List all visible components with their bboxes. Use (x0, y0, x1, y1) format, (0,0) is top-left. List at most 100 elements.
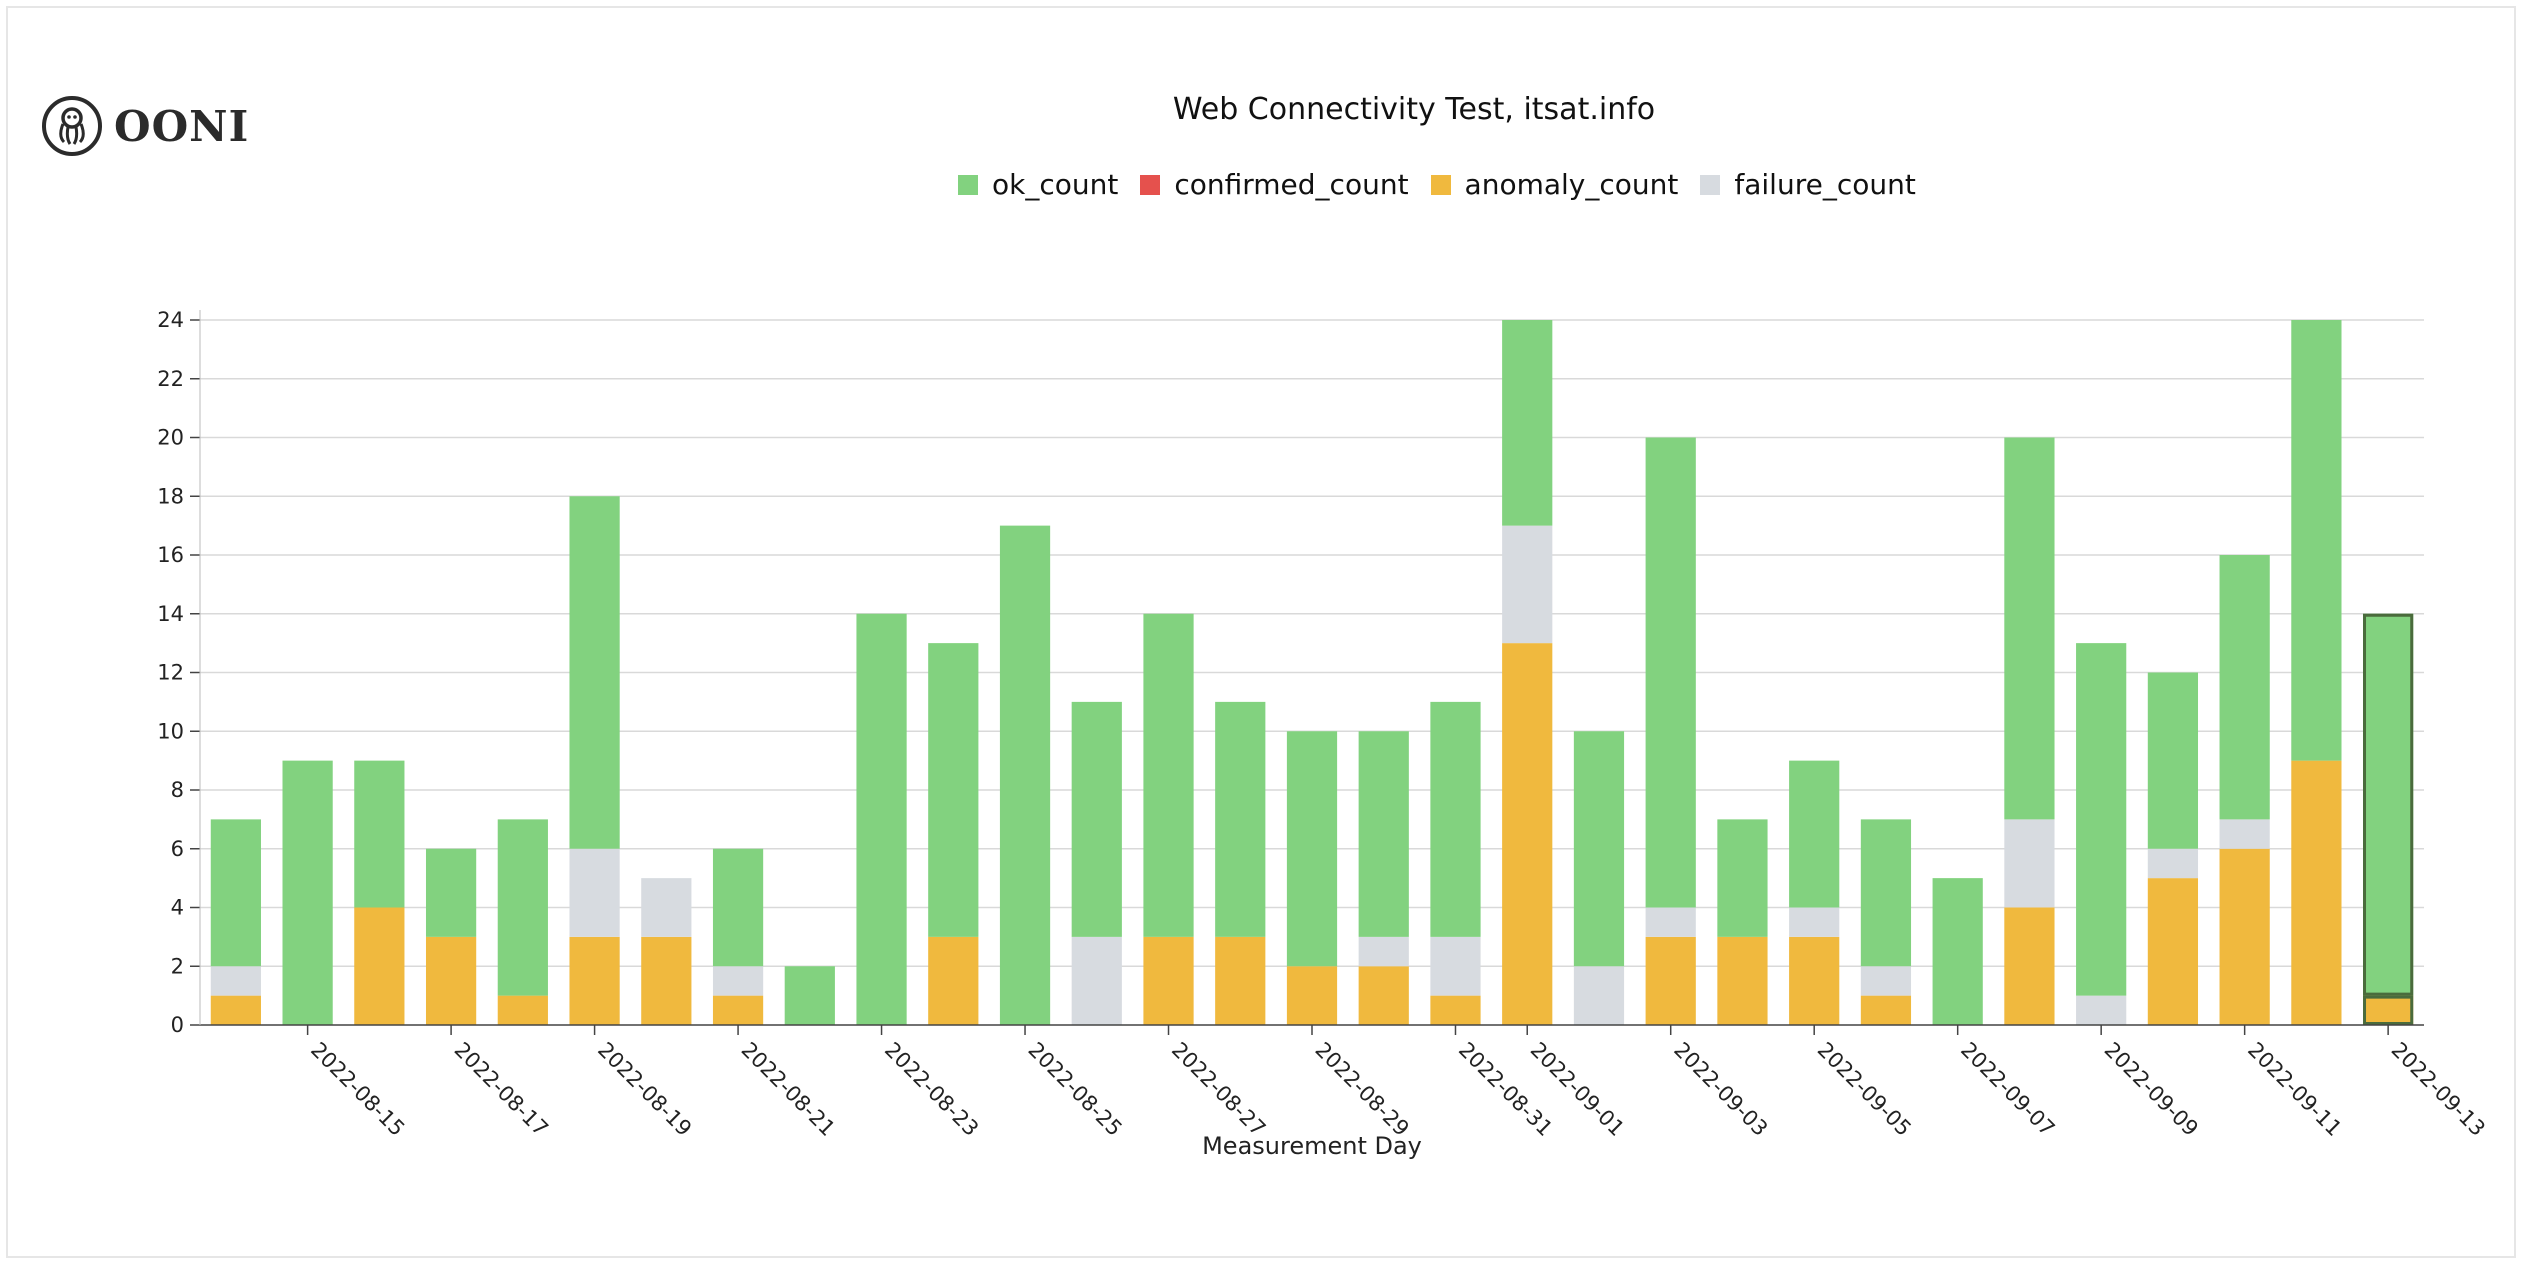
bar-ok_count[interactable] (2363, 613, 2414, 996)
y-tick-label: 12 (157, 661, 184, 685)
bar-ok_count[interactable] (999, 525, 1051, 1025)
bar-anomaly_count[interactable] (1358, 966, 1409, 1025)
bar-anomaly_count[interactable] (1717, 936, 1768, 1025)
bar-anomaly_count[interactable] (712, 995, 764, 1025)
bar-anomaly_count[interactable] (354, 907, 405, 1026)
bar-anomaly_count[interactable] (1430, 995, 1481, 1025)
bar-failure_count[interactable] (1502, 525, 1553, 644)
y-tick-label: 14 (157, 602, 184, 626)
bar-ok_count[interactable] (2076, 643, 2127, 996)
bar-failure_count[interactable] (1645, 907, 1696, 937)
bar-ok_count[interactable] (1430, 701, 1481, 937)
bar-failure_count[interactable] (641, 878, 692, 937)
bar-anomaly_count[interactable] (1143, 936, 1194, 1025)
bar-ok_count[interactable] (2147, 672, 2199, 849)
bar-anomaly_count[interactable] (641, 936, 692, 1025)
bar-anomaly_count[interactable] (1502, 643, 1553, 1025)
bar-anomaly_count[interactable] (1645, 936, 1696, 1025)
legend-item-anomaly_count[interactable]: anomaly_count (1430, 168, 1678, 201)
bar-ok_count[interactable] (1286, 731, 1338, 967)
bar-anomaly_count[interactable] (1286, 966, 1338, 1025)
bar-anomaly_count[interactable] (425, 936, 477, 1025)
bar-ok_count[interactable] (497, 819, 548, 996)
bar-ok_count[interactable] (2219, 555, 2270, 820)
bar-failure_count[interactable] (1358, 936, 1409, 967)
bar-anomaly_count[interactable] (497, 995, 548, 1025)
y-tick-label: 10 (157, 719, 184, 743)
legend-swatch (958, 174, 978, 195)
bar-ok_count[interactable] (1071, 701, 1122, 937)
bars (210, 320, 2414, 1026)
bar-ok_count[interactable] (1789, 760, 1840, 908)
bar-failure_count[interactable] (2004, 819, 2055, 908)
x-tick-label: 2022-08-25 (1023, 1038, 1126, 1141)
bar-ok_count[interactable] (1573, 731, 1625, 967)
x-tick-label: 2022-08-17 (450, 1038, 553, 1141)
bar-ok_count[interactable] (425, 848, 477, 937)
ooni-logo: OONI (40, 94, 249, 158)
bar-ok_count[interactable] (1143, 613, 1194, 937)
bar-ok_count[interactable] (1215, 701, 1266, 937)
bar-ok_count[interactable] (1932, 878, 1983, 1025)
bar-ok_count[interactable] (1358, 731, 1409, 937)
bar-anomaly_count[interactable] (1860, 995, 1912, 1025)
bar-failure_count[interactable] (2219, 819, 2270, 849)
chart-legend: ok_count confirmed_count anomaly_count fail… (958, 168, 1938, 201)
x-tick-label: 2022-09-09 (2100, 1038, 2203, 1141)
bar-ok_count[interactable] (2004, 437, 2055, 820)
bar-anomaly_count[interactable] (2147, 878, 2199, 1025)
legend-label: failure_count (1734, 168, 1916, 201)
x-tick-label: 2022-08-23 (880, 1038, 983, 1141)
bar-ok_count[interactable] (928, 643, 979, 937)
bar-ok_count[interactable] (354, 760, 405, 908)
bar-anomaly_count[interactable] (1215, 936, 1266, 1025)
bar-failure_count[interactable] (2147, 848, 2199, 879)
legend-item-failure_count[interactable]: failure_count (1700, 168, 1916, 201)
legend-item-ok_count[interactable]: ok_count (958, 168, 1118, 201)
legend-label: ok_count (992, 168, 1119, 201)
bar-anomaly_count[interactable] (569, 936, 620, 1025)
bar-failure_count[interactable] (210, 966, 261, 996)
x-tick-label: 2022-08-29 (1310, 1038, 1413, 1141)
chart-frame (6, 6, 2516, 1258)
bar-failure_count[interactable] (569, 848, 620, 937)
brand-name: OONI (114, 101, 250, 151)
y-tick-label: 4 (171, 896, 184, 920)
bar-ok_count[interactable] (210, 819, 261, 967)
bar-failure_count[interactable] (2076, 995, 2127, 1025)
bar-ok_count[interactable] (1860, 819, 1912, 967)
x-tick-label: 2022-09-03 (1669, 1038, 1772, 1141)
bar-failure_count[interactable] (1789, 907, 1840, 937)
bar-ok_count[interactable] (569, 496, 620, 849)
bar-anomaly_count[interactable] (210, 995, 261, 1025)
bar-ok_count[interactable] (1645, 437, 1696, 908)
legend-swatch (1430, 174, 1451, 195)
bar-ok_count[interactable] (1502, 320, 1553, 526)
x-tick-label: 2022-08-15 (306, 1038, 409, 1141)
legend-label: confirmed_count (1174, 168, 1409, 201)
bar-ok_count[interactable] (282, 760, 333, 1025)
bar-anomaly_count[interactable] (928, 936, 979, 1025)
legend-item-confirmed_count[interactable]: confirmed_count (1140, 168, 1409, 201)
bar-failure_count[interactable] (1430, 936, 1481, 996)
y-tick-label: 20 (157, 426, 184, 450)
bar-ok_count[interactable] (1717, 819, 1768, 937)
legend-swatch (1140, 174, 1161, 195)
bar-anomaly_count[interactable] (2291, 760, 2342, 1025)
y-tick-label: 6 (171, 837, 184, 861)
bar-anomaly_count[interactable] (1789, 936, 1840, 1025)
y-tick-label: 18 (157, 484, 184, 508)
bar-anomaly_count[interactable] (2004, 907, 2055, 1026)
bar-failure_count[interactable] (1071, 936, 1122, 1025)
bar-failure_count[interactable] (1573, 966, 1625, 1025)
x-tick-label: 2022-09-11 (2243, 1038, 2346, 1141)
bar-ok_count[interactable] (856, 613, 907, 1025)
bar-anomaly_count[interactable] (2219, 848, 2270, 1025)
bar-ok_count[interactable] (2291, 320, 2342, 761)
bar-anomaly_count[interactable] (2363, 995, 2414, 1025)
bar-failure_count[interactable] (712, 966, 764, 996)
bar-failure_count[interactable] (1860, 966, 1912, 996)
bar-ok_count[interactable] (784, 966, 835, 1025)
bar-ok_count[interactable] (712, 848, 764, 967)
